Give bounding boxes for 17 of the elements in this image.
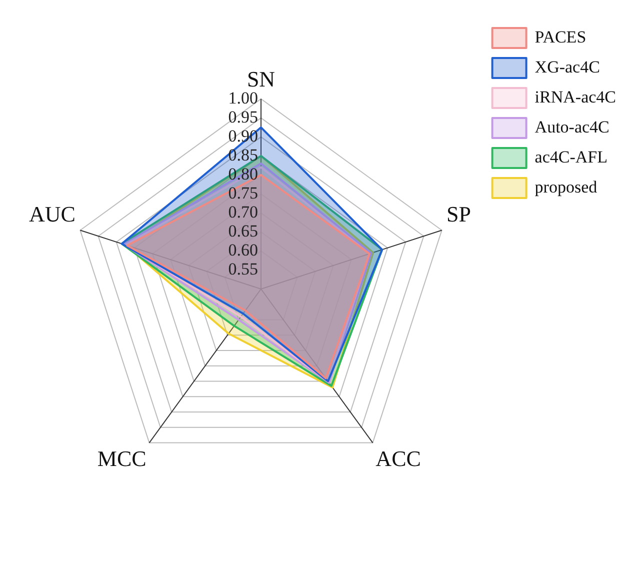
spoke-label: ACC (376, 446, 421, 471)
spoke-label: AUC (28, 201, 76, 226)
y-tick-label: 0.55 (228, 259, 258, 278)
y-tick-label: 0.65 (228, 221, 258, 240)
spoke-label: SP (446, 201, 472, 226)
legend-label: PACES (534, 27, 586, 46)
legend-label: proposed (534, 177, 598, 196)
legend-label: XG-ac4C (534, 57, 600, 76)
legend-label: Auto-ac4C (534, 117, 610, 136)
y-tick-label: 0.75 (228, 183, 258, 202)
y-tick-label: 0.95 (228, 107, 258, 126)
spoke-label: MCC (97, 446, 146, 471)
y-tick-label: 0.60 (228, 240, 258, 260)
y-tick-label: 0.70 (228, 202, 258, 222)
legend-label: iRNA-ac4C (534, 87, 616, 106)
legend-label: ac4C-AFL (534, 147, 608, 166)
y-tick-label: 0.85 (228, 145, 258, 164)
